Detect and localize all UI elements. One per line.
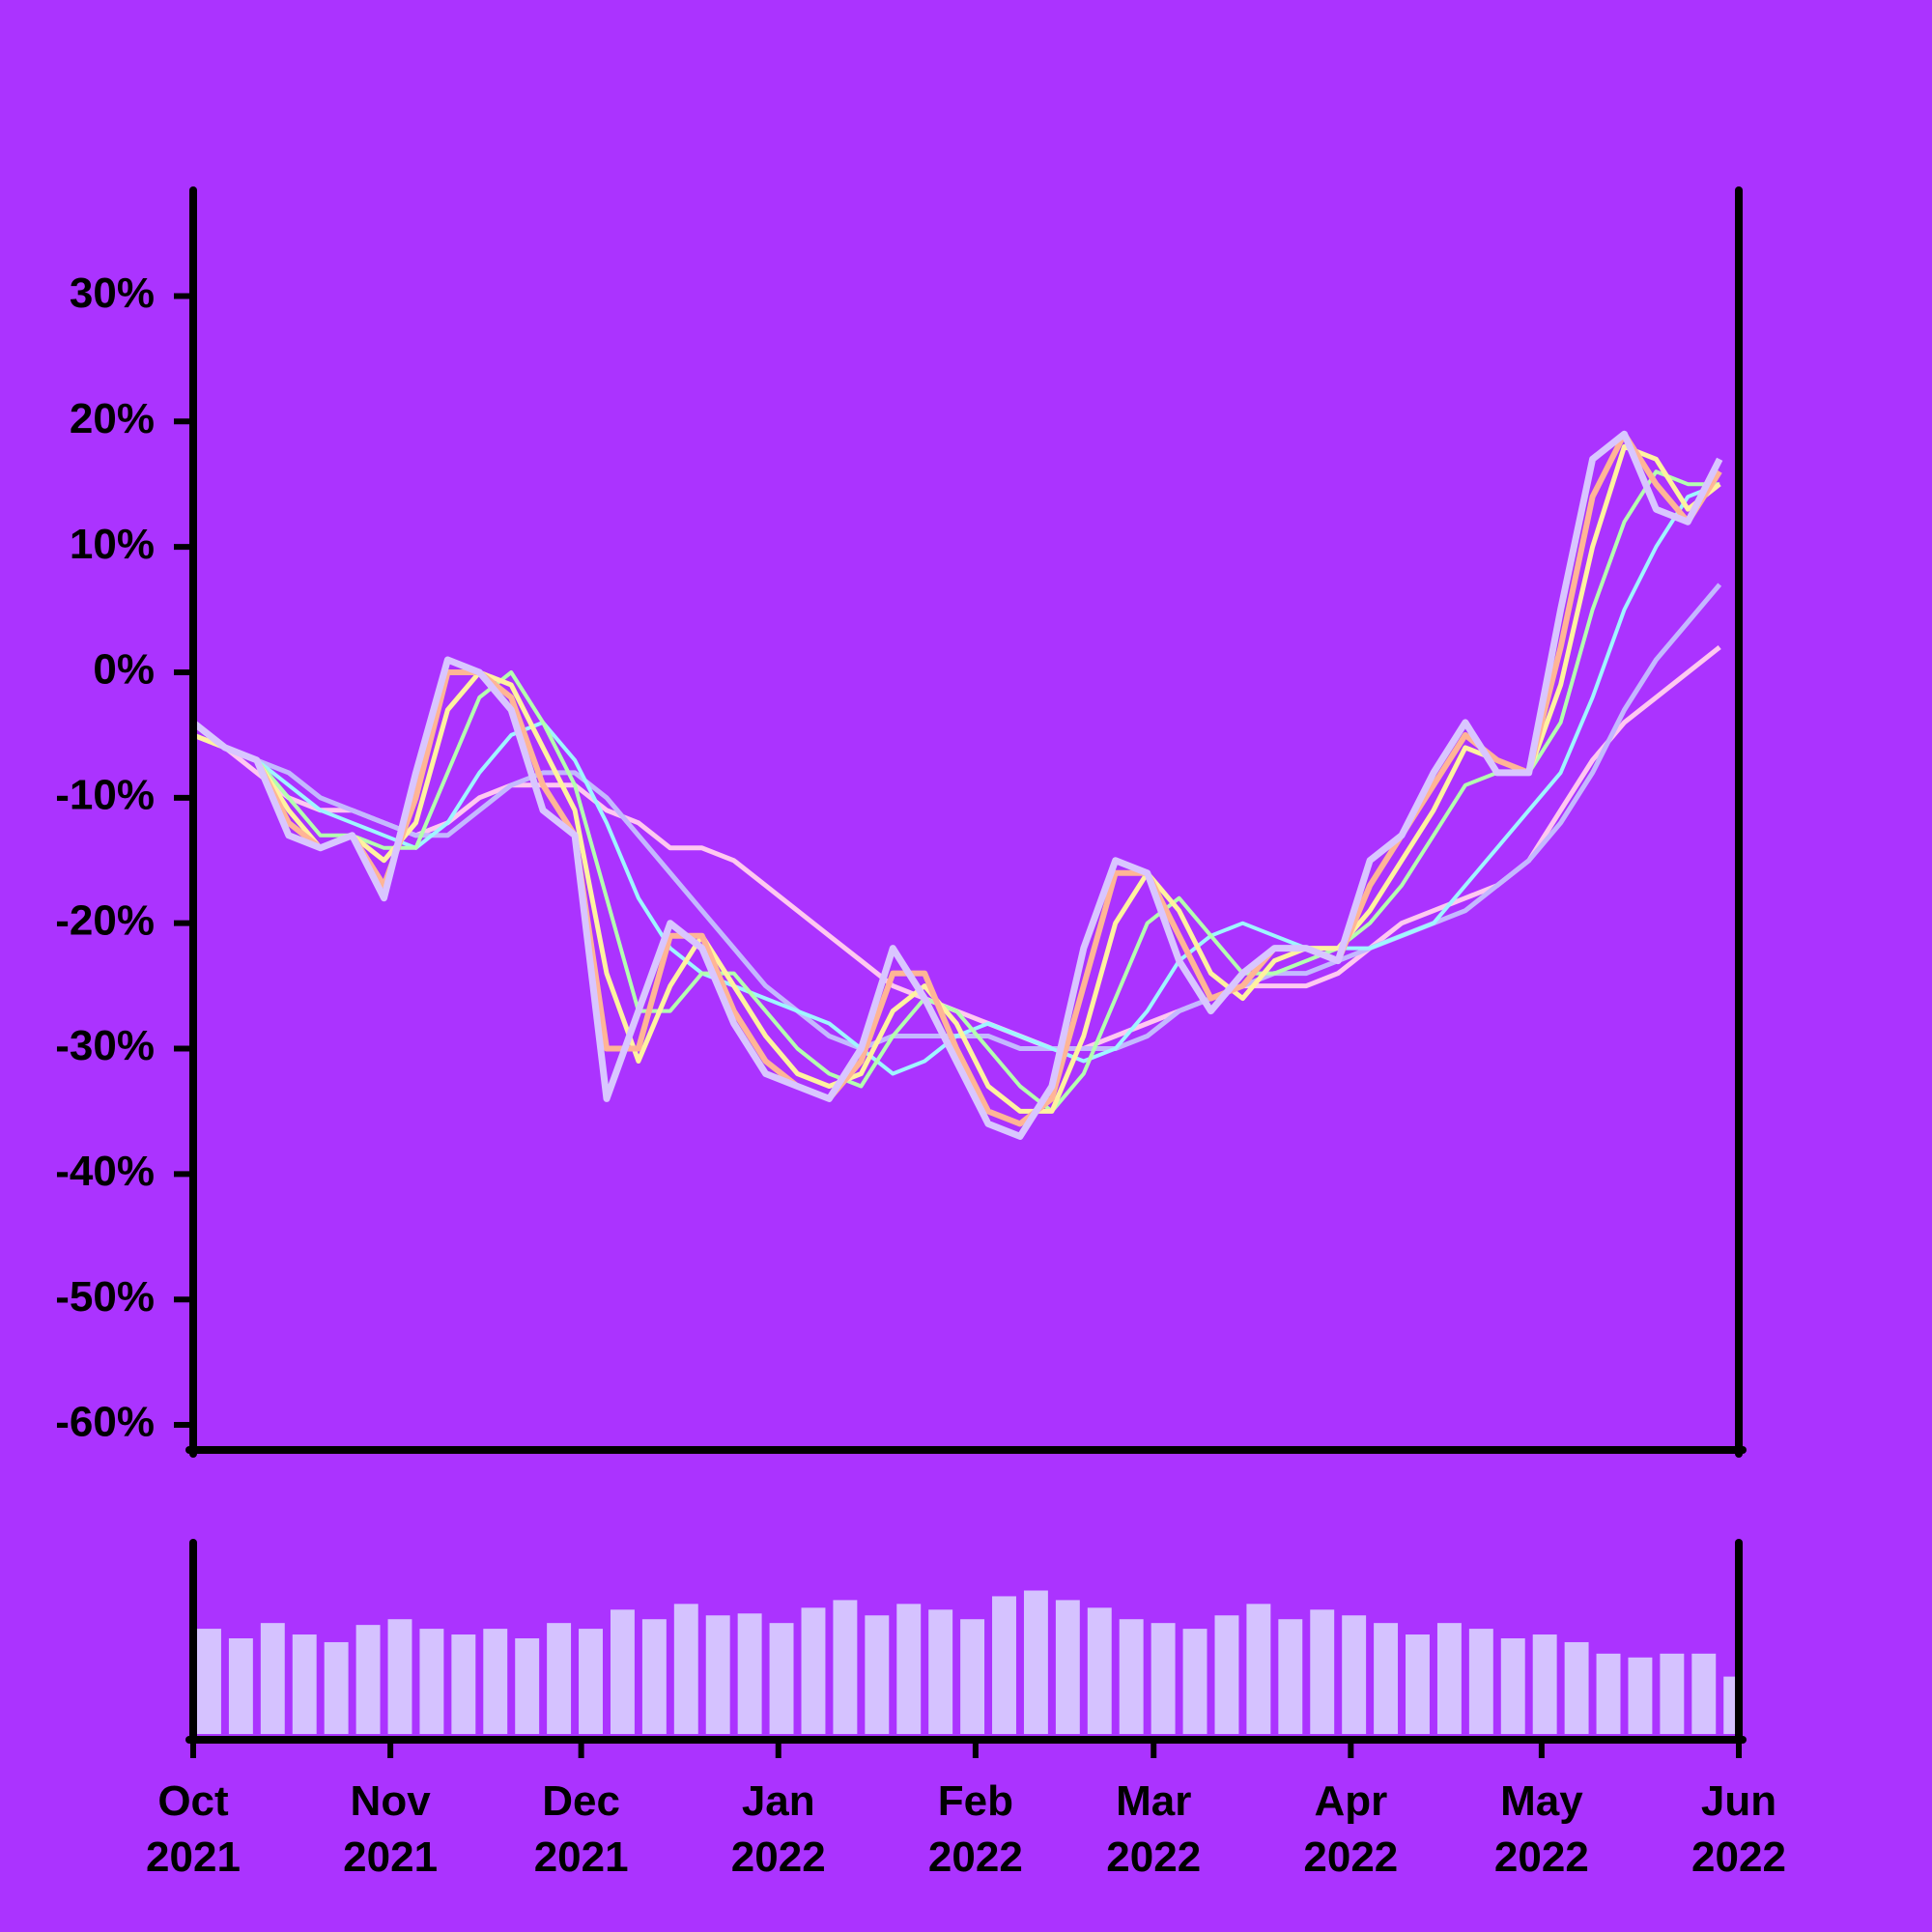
price-line xyxy=(192,582,1722,1051)
volume-bar xyxy=(387,1619,412,1734)
x-tick-label: Jan 2022 xyxy=(730,1777,826,1881)
volume-bar xyxy=(992,1596,1016,1734)
volume-bar xyxy=(1691,1653,1717,1734)
volume-bar xyxy=(1628,1657,1653,1734)
volume-bar xyxy=(1660,1653,1685,1734)
volume-bar xyxy=(1532,1634,1557,1734)
x-tick-label: Dec 2021 xyxy=(533,1777,629,1881)
price-line xyxy=(192,482,1720,1076)
volume-bar xyxy=(1278,1619,1303,1734)
volume-bar xyxy=(960,1619,985,1734)
volume-bar xyxy=(928,1609,953,1734)
y-tick-label: -60% xyxy=(55,1399,155,1446)
volume-bar xyxy=(324,1641,349,1734)
x-tick-label: May 2022 xyxy=(1493,1777,1589,1881)
volume-bar xyxy=(1087,1607,1112,1734)
volume-bar xyxy=(1214,1615,1239,1734)
volume-bar xyxy=(515,1638,540,1734)
volume-bar xyxy=(292,1634,317,1734)
volume-bar xyxy=(1596,1653,1621,1734)
y-tick-label: -10% xyxy=(55,771,155,818)
volume-bar xyxy=(769,1623,794,1734)
volume-bar xyxy=(610,1609,635,1734)
volume-bar xyxy=(801,1607,826,1734)
price-line xyxy=(192,443,1721,1114)
volume-bar xyxy=(1374,1623,1399,1734)
volume-bar xyxy=(451,1634,476,1734)
volume-bar xyxy=(260,1623,285,1734)
x-tick-label: Feb 2022 xyxy=(927,1777,1023,1881)
volume-bar xyxy=(1723,1676,1735,1734)
volume-bar xyxy=(197,1629,221,1734)
volume-bar xyxy=(1468,1629,1493,1734)
price-line xyxy=(192,645,1721,1051)
y-tick-label: 10% xyxy=(70,521,155,568)
x-tick-label: Nov 2021 xyxy=(343,1777,439,1881)
y-tick-label: 30% xyxy=(70,270,155,317)
x-tick-label: Jun 2022 xyxy=(1691,1777,1786,1881)
volume-bar xyxy=(1182,1629,1208,1734)
volume-bar xyxy=(1055,1600,1080,1734)
x-tick-label: Oct 2021 xyxy=(146,1777,241,1881)
volume-bar xyxy=(1246,1604,1271,1734)
volume-bar xyxy=(547,1623,572,1734)
volume-bar xyxy=(1342,1615,1367,1734)
volume-bar xyxy=(355,1625,381,1734)
y-tick-label: -40% xyxy=(55,1148,155,1195)
y-tick-label: -20% xyxy=(55,896,155,944)
volume-bar xyxy=(896,1604,922,1734)
volume-bar xyxy=(1151,1623,1176,1734)
y-tick-label: 20% xyxy=(70,395,155,442)
volume-bar xyxy=(1500,1638,1525,1734)
volume-bar xyxy=(1023,1590,1048,1734)
volume-bar xyxy=(641,1619,667,1734)
volume-bar xyxy=(483,1629,508,1734)
volume-bar xyxy=(1119,1619,1144,1734)
volume-bar xyxy=(833,1600,858,1734)
x-tick-label: Mar 2022 xyxy=(1106,1777,1202,1881)
volume-bar xyxy=(419,1629,444,1734)
volume-bar xyxy=(1406,1634,1430,1734)
volume-bar xyxy=(1310,1609,1335,1734)
price-line xyxy=(191,431,1722,1127)
volume-bar xyxy=(705,1615,730,1734)
volume-bar xyxy=(673,1604,698,1734)
volume-bar xyxy=(737,1613,762,1734)
volume-bar xyxy=(228,1638,253,1734)
price-line xyxy=(192,469,1720,1114)
volume-bar xyxy=(1564,1641,1589,1734)
volume-bar xyxy=(1436,1623,1462,1734)
y-tick-label: 0% xyxy=(93,646,155,694)
price-line xyxy=(190,430,1723,1140)
y-tick-label: -30% xyxy=(55,1022,155,1069)
y-tick-label: -50% xyxy=(55,1273,155,1321)
x-tick-label: Apr 2022 xyxy=(1303,1777,1399,1881)
volume-bar xyxy=(865,1615,890,1734)
volume-bar xyxy=(579,1629,603,1734)
